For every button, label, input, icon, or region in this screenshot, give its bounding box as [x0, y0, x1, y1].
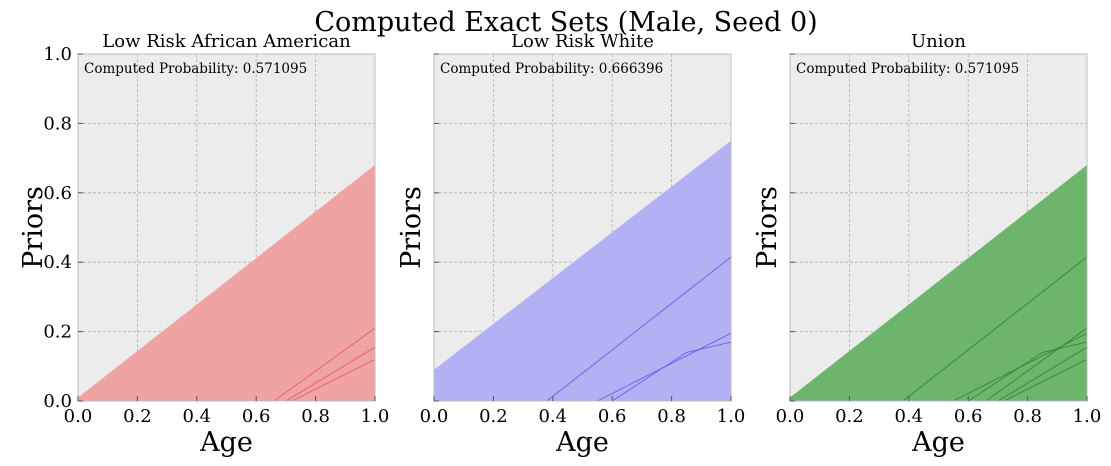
- axes-frame: [433, 53, 732, 402]
- boundary-line: [273, 327, 376, 402]
- x-tick-label: 1.0: [361, 406, 390, 427]
- chart-panel-2: Computed Probability: 0.666396 Low Risk W…: [396, 31, 745, 458]
- boundary-line: [997, 346, 1088, 402]
- y-tick-label: 1.0: [43, 44, 72, 65]
- x-tick-label: 0.8: [1013, 406, 1042, 427]
- x-tick-label: 0.0: [420, 406, 449, 427]
- chart-panel-1: Computed Probability: 0.571095 Low Risk A…: [18, 31, 389, 458]
- x-tick-label: 0.2: [479, 406, 508, 427]
- y-axis-label: Priors: [396, 186, 427, 269]
- computed-probability-label: Computed Probability: 0.571095: [84, 61, 307, 77]
- y-axis-label: Priors: [752, 186, 783, 269]
- x-tick-label: 0.2: [835, 406, 864, 427]
- boundary-line: [611, 341, 732, 402]
- x-tick-label: 0.4: [182, 406, 211, 427]
- y-tick-label: 0.0: [43, 391, 72, 412]
- x-axis-label: Age: [199, 427, 253, 458]
- axes-title: Union: [911, 31, 966, 52]
- x-axis-label: Age: [555, 427, 609, 458]
- y-tick-label: 0.6: [43, 183, 72, 204]
- boundary-line: [1003, 358, 1088, 402]
- x-tick-label: 0.0: [64, 406, 93, 427]
- computed-probability-label: Computed Probability: 0.666396: [440, 61, 663, 77]
- x-tick-label: 0.4: [894, 406, 923, 427]
- feasible-region: [790, 165, 1087, 401]
- boundary-line: [285, 346, 376, 402]
- boundary-line: [291, 358, 376, 402]
- x-tick-label: 0.2: [123, 406, 152, 427]
- y-tick-label: 0.2: [43, 322, 72, 343]
- x-tick-label: 0.6: [242, 406, 271, 427]
- feasible-region: [78, 165, 375, 401]
- axes-title: Low Risk White: [511, 31, 654, 52]
- x-tick-label: 0.0: [776, 406, 805, 427]
- x-tick-label: 0.4: [538, 406, 567, 427]
- panels: Computed Probability: 0.571095 Low Risk A…: [18, 31, 1101, 458]
- axes-title: Low Risk African American: [102, 31, 351, 52]
- x-tick-label: 0.6: [598, 406, 627, 427]
- x-tick-label: 0.6: [954, 406, 983, 427]
- x-tick-label: 0.8: [301, 406, 330, 427]
- axes-frame: [77, 53, 376, 402]
- feasible-region: [434, 140, 731, 401]
- x-tick-label: 0.8: [657, 406, 686, 427]
- y-tick-label: 0.4: [43, 252, 72, 273]
- computed-probability-label: Computed Probability: 0.571095: [796, 61, 1019, 77]
- chart-panel-3: Computed Probability: 0.571095 Union 0.0 0.…: [752, 31, 1101, 458]
- boundary-line: [967, 341, 1088, 402]
- y-tick-label: 0.8: [43, 113, 72, 134]
- boundary-line: [985, 327, 1088, 402]
- boundary-line: [546, 256, 732, 402]
- x-tick-label: 1.0: [1073, 406, 1102, 427]
- x-tick-label: 1.0: [717, 406, 746, 427]
- x-axis-label: Age: [911, 427, 965, 458]
- axes-frame: [789, 53, 1088, 402]
- y-axis-label: Priors: [18, 186, 49, 269]
- boundary-line: [902, 256, 1088, 402]
- figure-suptitle: Computed Exact Sets (Male, Seed 0): [314, 7, 817, 38]
